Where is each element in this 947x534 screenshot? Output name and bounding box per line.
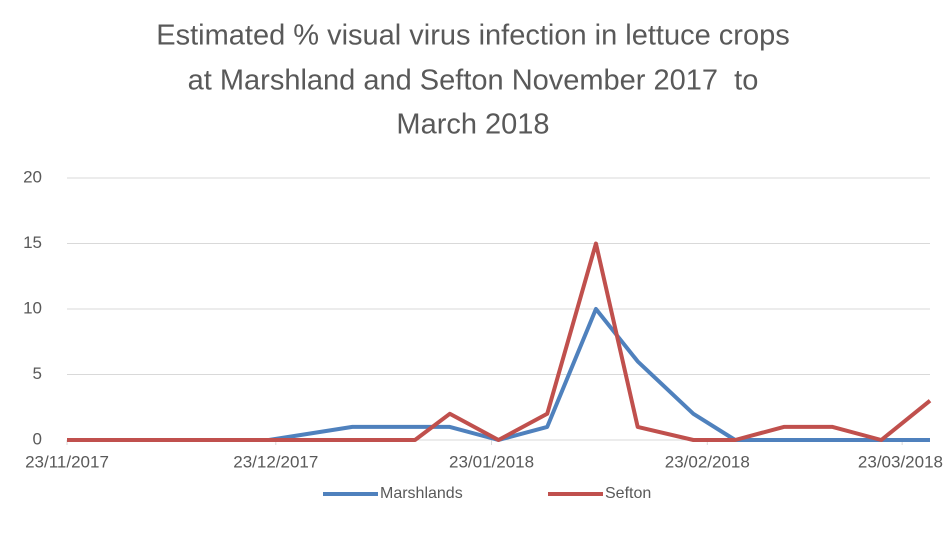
x-tick-label: 23/03/2018 — [858, 452, 943, 471]
legend-label: Sefton — [605, 485, 651, 502]
chart-title: at Marshland and Sefton November 2017 to — [188, 65, 759, 97]
line-series — [67, 241, 932, 442]
y-tick-label: 20 — [23, 167, 42, 186]
x-tick-label: 23/01/2018 — [449, 452, 534, 471]
y-tick-label: 0 — [33, 429, 42, 448]
line-series — [67, 307, 930, 442]
x-tick-label: 23/11/2017 — [25, 452, 109, 471]
y-tick-label: 10 — [23, 298, 42, 317]
chart-title: Estimated % visual virus infection in le… — [156, 20, 789, 52]
y-tick-label: 5 — [33, 364, 42, 383]
x-tick-label: 23/02/2018 — [665, 452, 750, 471]
chart-title: March 2018 — [396, 109, 549, 141]
x-tick-label: 23/12/2017 — [233, 452, 318, 471]
legend-label: Marshlands — [380, 485, 463, 502]
y-tick-label: 15 — [23, 233, 42, 252]
